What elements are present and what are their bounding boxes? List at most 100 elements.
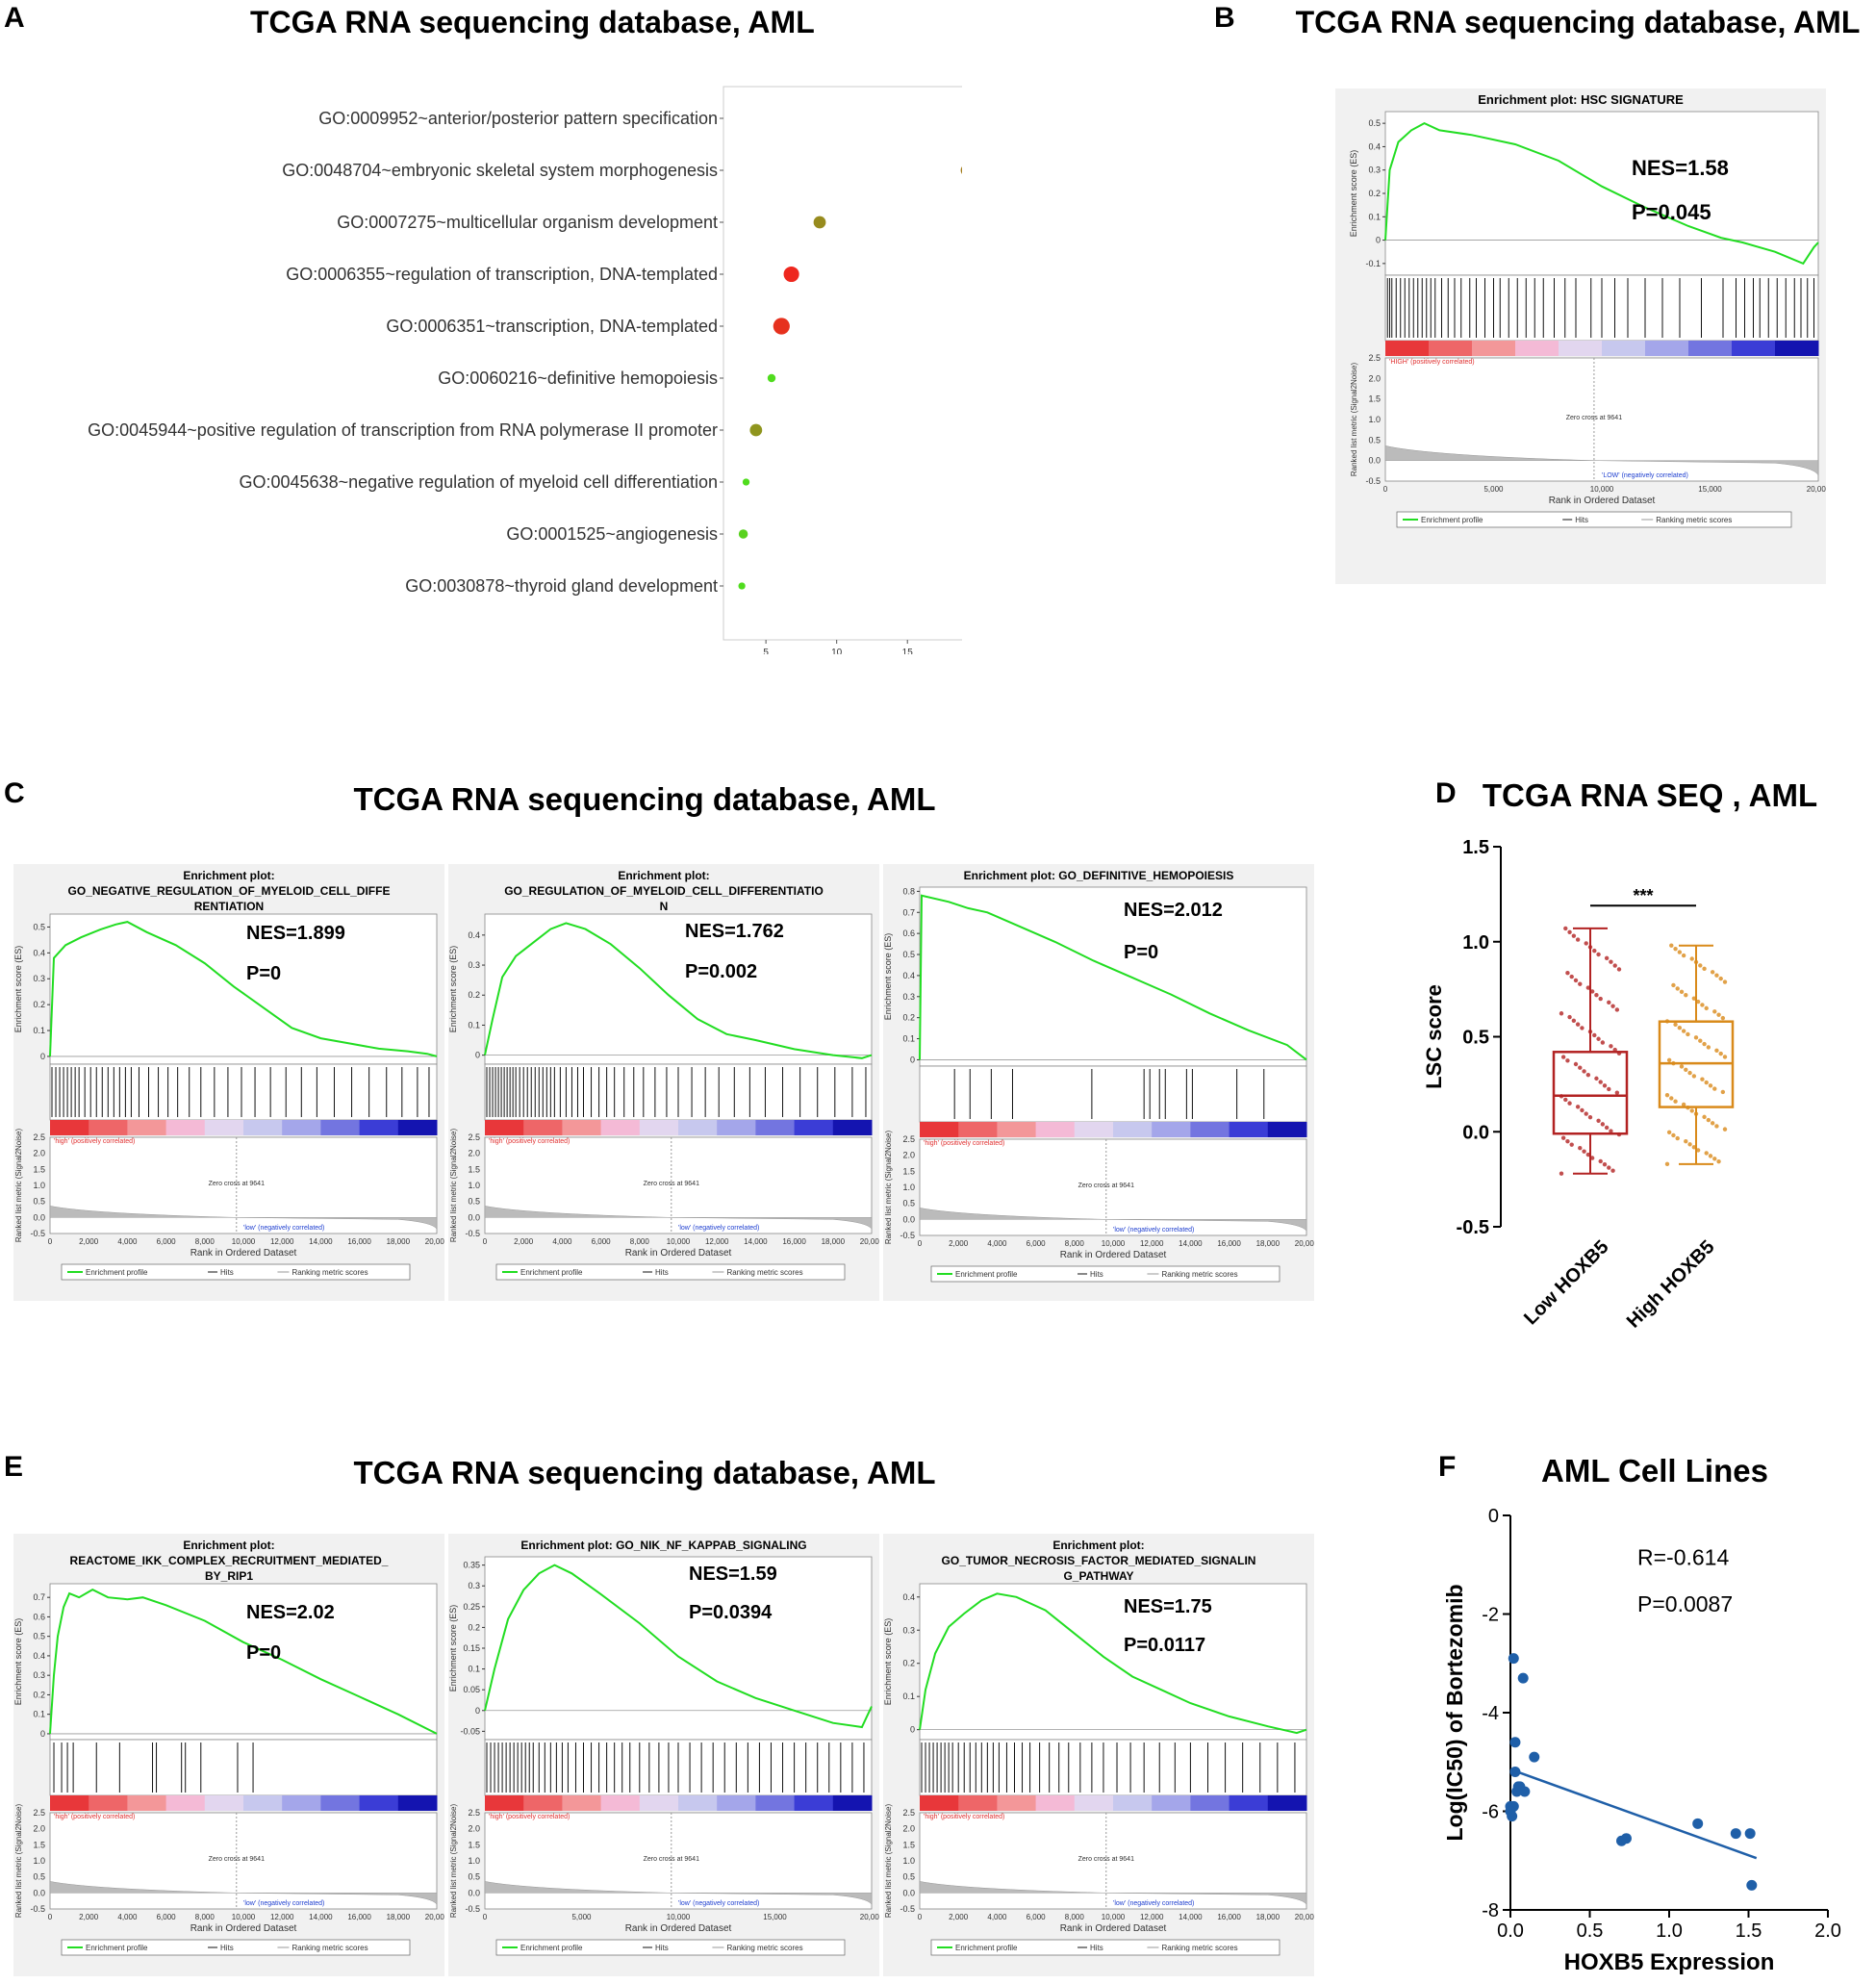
panel-c1-nes-label: NES=1.899 [246, 923, 345, 944]
panel-letter-a: A [4, 2, 25, 34]
panel-d-data-point [1708, 1154, 1713, 1158]
panel-e3-x-tick-label: 0 [918, 1913, 923, 1921]
panel-c3-x-tick-label: 10,000 [1102, 1239, 1126, 1248]
panel-a-go-term-label: GO:0009952~anterior/posterior pattern sp… [318, 109, 718, 128]
panel-e1-y-tick-label: 0.4 [33, 1651, 45, 1661]
panel-c3-y-tick-label: 0.6 [902, 928, 915, 938]
panel-c3-rank-color-segment [1190, 1122, 1230, 1137]
panel-e1-x-tick-label: 8,000 [195, 1913, 215, 1921]
panel-d-data-point [1585, 985, 1591, 990]
panel-a-go-term-label: GO:0060216~definitive hemopoiesis [438, 369, 718, 388]
panel-c1-x-tick-label: 4,000 [117, 1237, 138, 1246]
panel-e1-ranking-metric-area [49, 1881, 438, 1906]
panel-c1-rank-color-segment [320, 1120, 361, 1135]
panel-b-zero-cross-label: Zero cross at 9641 [1566, 415, 1622, 421]
panel-c3-y-tick-label: 0.5 [902, 950, 915, 959]
panel-e3-nes-label: NES=1.75 [1124, 1596, 1212, 1617]
panel-d-data-point [1614, 1090, 1620, 1095]
panel-b-title: TCGA RNA sequencing database, AML [1295, 5, 1861, 39]
panel-c1-x-tick-label: 16,000 [347, 1237, 371, 1246]
panel-e3-x-tick-label: 12,000 [1140, 1913, 1164, 1921]
panel-d-data-point [1609, 1044, 1613, 1049]
panel-e3-x-tick-label: 16,000 [1217, 1913, 1241, 1921]
panel-d-data-point [1712, 1009, 1717, 1014]
panel-e2-x-tick-label: 0 [483, 1913, 488, 1921]
panel-e3-y-tick-label: 0.4 [902, 1592, 915, 1602]
panel-a-plot-area [723, 86, 962, 641]
panel-d-data-point [1702, 1041, 1707, 1047]
panel-e1-zero-cross-label: Zero cross at 9641 [209, 1856, 265, 1863]
panel-c1-rank-y-tick-label: 2.5 [33, 1132, 45, 1142]
panel-d-data-point [1675, 1135, 1680, 1141]
panel-e1-rank-color-segment [359, 1795, 399, 1811]
panel-e2-x-tick-label: 15,000 [763, 1913, 787, 1921]
panel-d-data-point [1673, 1099, 1678, 1104]
panel-e2-x-tick-label: 10,000 [667, 1913, 691, 1921]
panel-a-dot [742, 478, 750, 486]
panel-c1-rank-color-segment [204, 1120, 244, 1135]
panel-c2-rank-y-tick-label: 2.0 [468, 1149, 480, 1158]
panel-e1-hits-area [49, 1739, 438, 1796]
panel-f-data-point [1529, 1751, 1540, 1763]
panel-c3-low-corr-label: 'low' (negatively correlated) [1113, 1227, 1194, 1234]
panel-e1-x-tick-label: 4,000 [117, 1913, 138, 1921]
panel-c3-rank-y-tick-label: 2.0 [902, 1151, 915, 1160]
panel-a-dot [738, 582, 746, 590]
panel-c1-rank-color-segment [127, 1120, 167, 1135]
panel-e3-rank-axis-label: Ranked list metric (Signal2Noise) [884, 1804, 893, 1919]
panel-c2-rank-axis-label: Ranked list metric (Signal2Noise) [449, 1129, 458, 1243]
panel-e2-rank-y-tick-label: 1.0 [468, 1856, 480, 1866]
panel-e3-rank-y-tick-label: 2.0 [902, 1824, 915, 1834]
panel-b-legend-profile-label: Enrichment profile [1421, 516, 1483, 524]
panel-b-p-label: P=0.045 [1632, 200, 1711, 224]
panel-a-dot [749, 423, 763, 437]
panel-e1-rank-color-segment [397, 1795, 438, 1811]
panel-e2-zero-cross-label: Zero cross at 9641 [644, 1856, 699, 1863]
panel-f-data-point [1517, 1672, 1529, 1684]
panel-c3-rank-color-segment [1074, 1122, 1114, 1137]
panel-d-data-point [1720, 1015, 1726, 1021]
panel-e3-title-line: G_PATHWAY [1063, 1569, 1133, 1583]
panel-d-data-point [1569, 1142, 1574, 1147]
panel-e2-rank-color-segment [794, 1795, 834, 1811]
panel-c1-rank-color-segment [50, 1120, 89, 1135]
panel-b-rank-color-segment [1385, 341, 1430, 356]
panel-d-data-point [1598, 1158, 1603, 1164]
panel-e2-y-tick-label: 0.3 [468, 1581, 480, 1590]
panel-c3-rank-color-segment [1035, 1122, 1076, 1137]
panel-b-ranking-metric-area [1384, 445, 1819, 476]
panel-e3-rank-color-segment [1035, 1795, 1076, 1811]
panel-c2-rank-y-tick-label: -0.5 [465, 1229, 480, 1238]
panel-e1-rank-y-tick-label: 1.5 [33, 1840, 45, 1849]
panel-letter-b: B [1214, 2, 1235, 34]
panel-d-data-point [1710, 1121, 1715, 1126]
panel-d-data-point [1675, 986, 1680, 991]
panel-d-y-tick-label: 0.0 [1462, 1122, 1489, 1143]
panel-c3-hits-area [919, 1065, 1307, 1123]
panel-d-data-point [1720, 1089, 1726, 1095]
panel-e2-rank-color-segment [678, 1795, 718, 1811]
panel-d-data-point [1722, 1127, 1728, 1132]
panel-b-rank-y-tick-label: 0.0 [1368, 456, 1381, 466]
panel-d-data-point [1687, 1070, 1692, 1076]
panel-b-rank-y-tick-label: 0.5 [1368, 435, 1381, 445]
panel-d-data-point [1681, 1102, 1686, 1107]
panel-f-regression-line [1509, 1768, 1758, 1860]
panel-d-data-point [1587, 1114, 1593, 1120]
panel-d-data-point [1596, 952, 1601, 957]
panel-e2-rank-y-tick-label: 0.0 [468, 1888, 480, 1897]
panel-d-data-point [1594, 1076, 1599, 1081]
panel-d-data-point [1695, 1148, 1701, 1153]
panel-f-y-tick-label: -4 [1482, 1703, 1499, 1724]
panel-d-data-point [1578, 1065, 1583, 1070]
panel-a-go-term-label: GO:0007275~multicellular organism develo… [337, 213, 718, 232]
panel-a-dot [738, 529, 748, 539]
panel-e3-y-tick-label: 0.1 [902, 1691, 915, 1701]
panel-e2-rank-color-segment [639, 1795, 679, 1811]
panel-c3-x-tick-label: 16,000 [1217, 1239, 1241, 1248]
panel-e1-title-line: REACTOME_IKK_COMPLEX_RECRUITMENT_MEDIATE… [70, 1554, 389, 1567]
panel-d-data-point [1693, 1035, 1699, 1040]
panel-d-data-point [1610, 1004, 1615, 1008]
panel-d-data-point [1563, 1097, 1568, 1103]
panel-e2-x-tick-label: 5,000 [571, 1913, 592, 1921]
